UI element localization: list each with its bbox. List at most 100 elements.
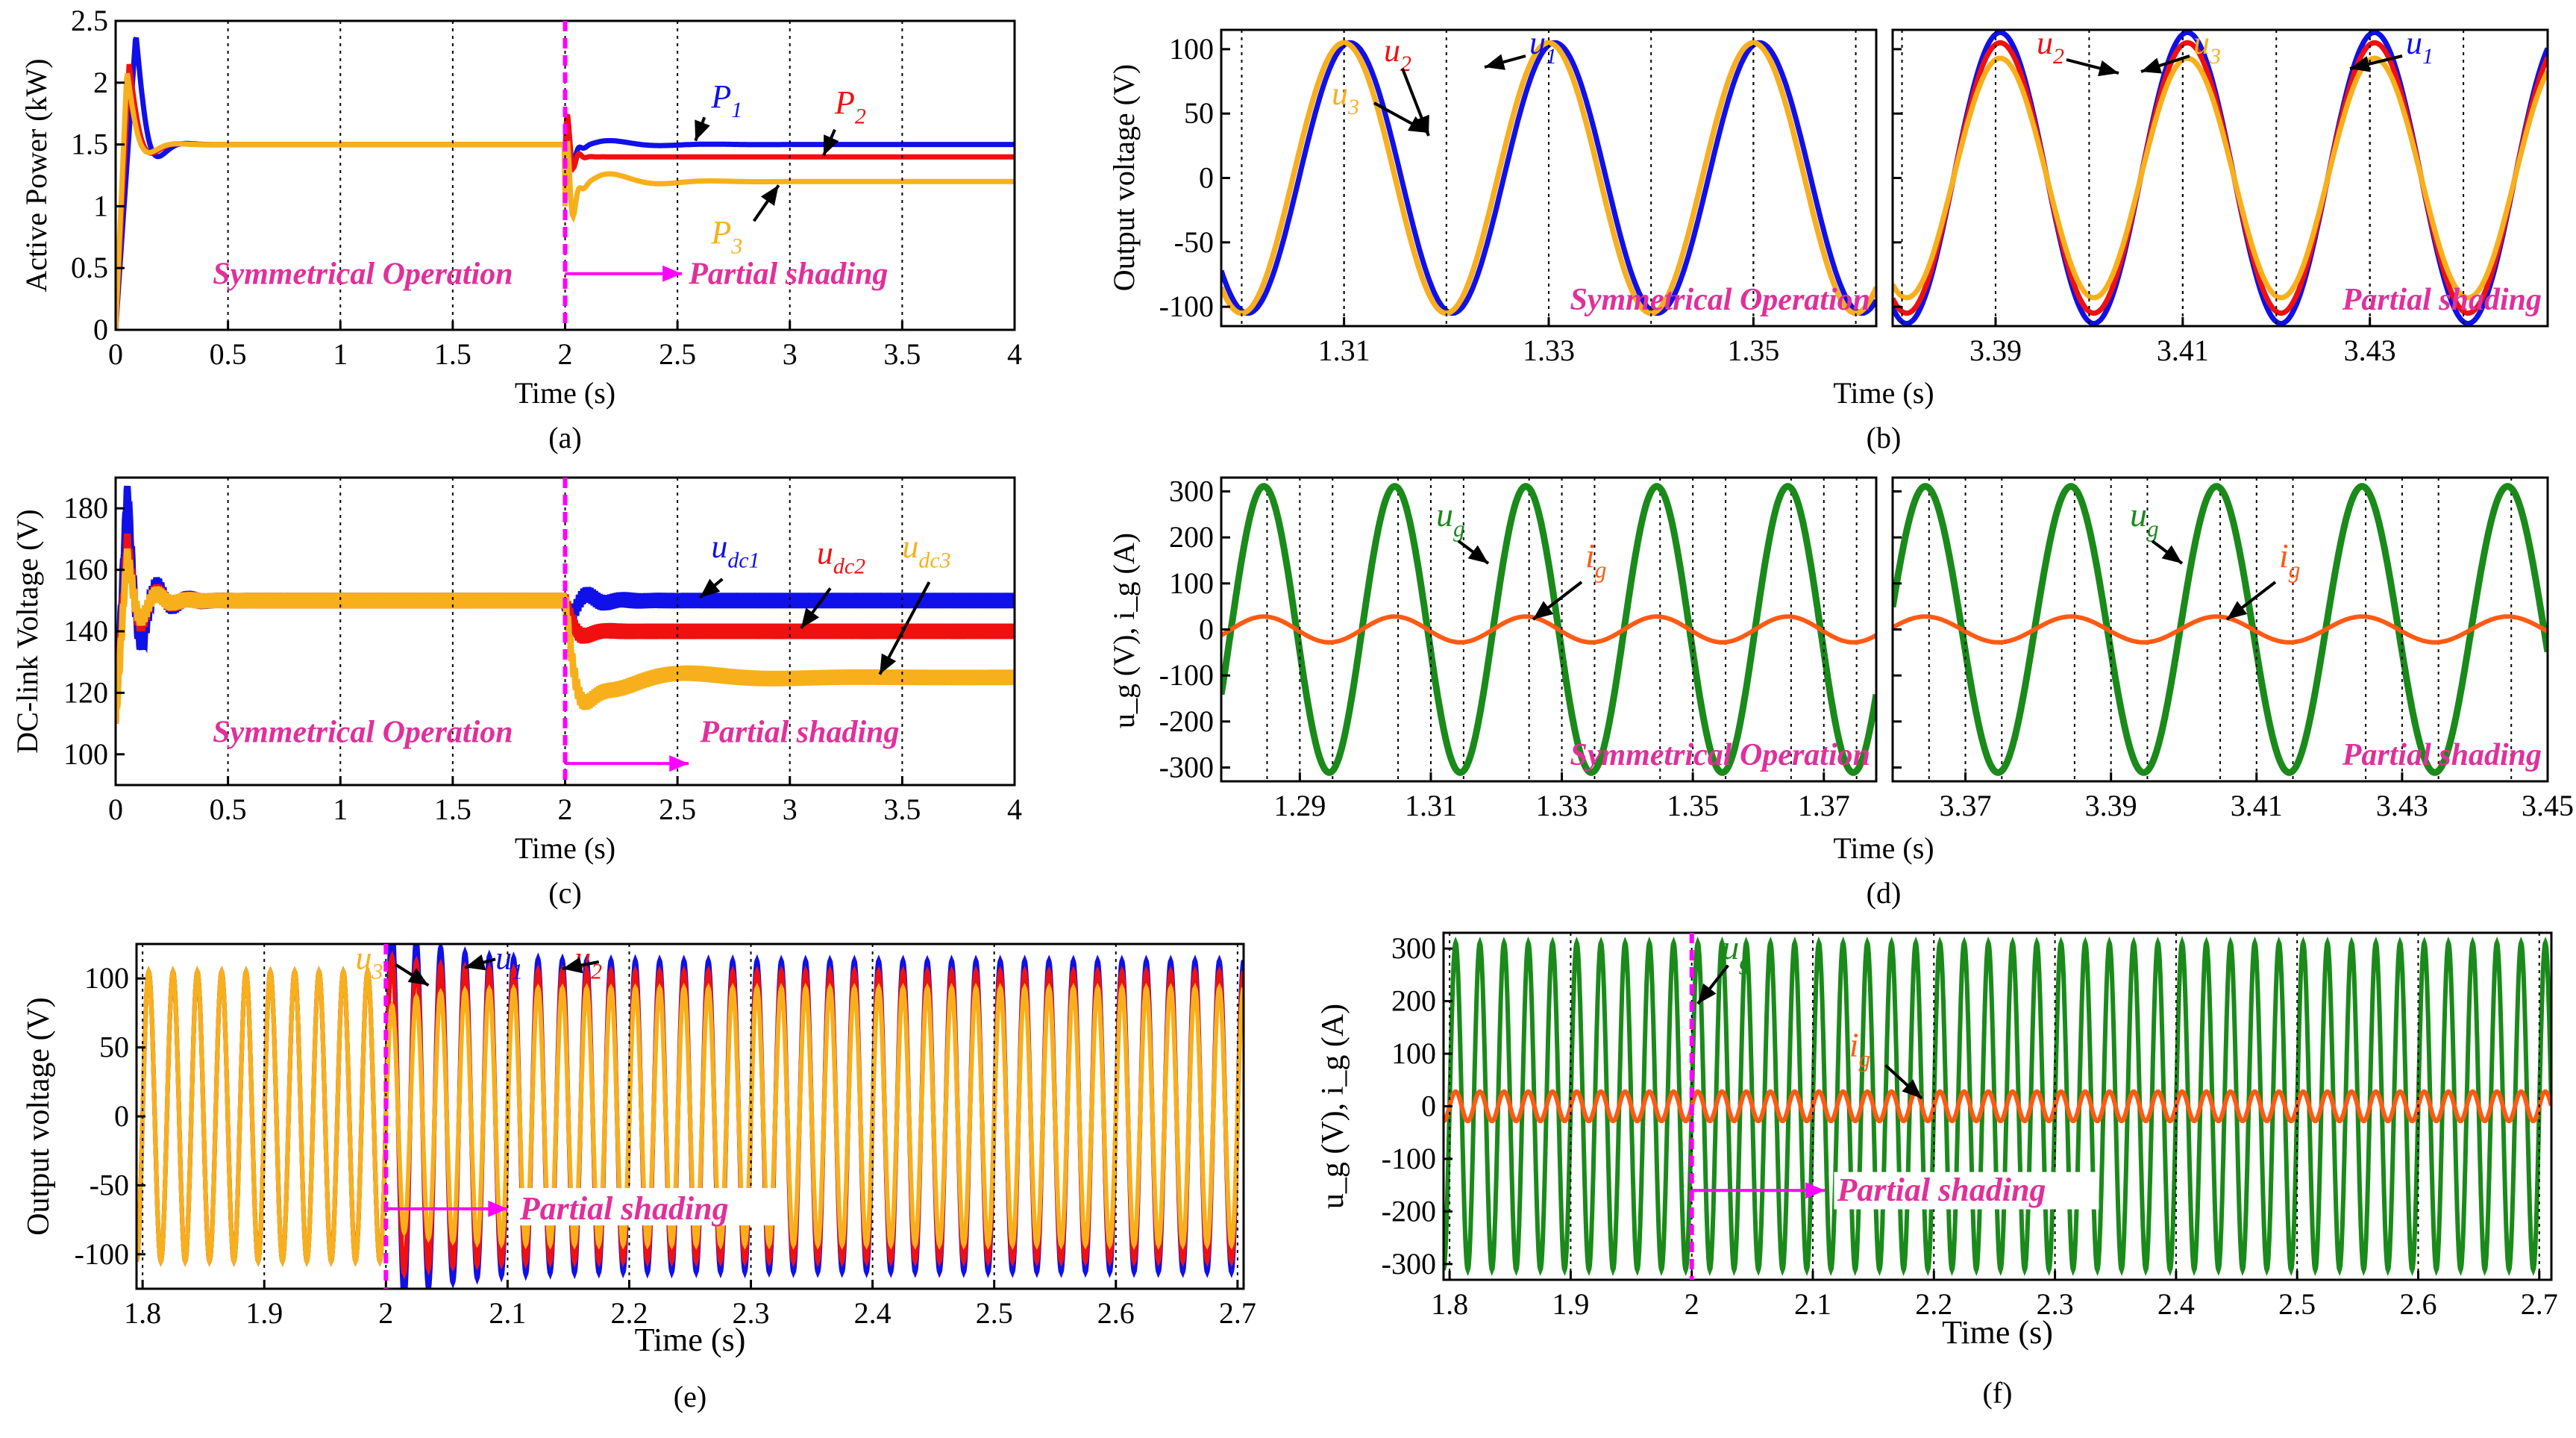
legend-udc1: udc1 — [711, 528, 759, 572]
x-tick-label: 1.31 — [1405, 789, 1457, 822]
legend-ug-0: ug — [1436, 496, 1465, 542]
x-tick-label: 0 — [108, 337, 123, 371]
x-tick-label: 1.35 — [1727, 334, 1779, 367]
annotation-partial: Partial shading — [699, 715, 899, 749]
traces — [1221, 483, 1876, 776]
series-line-u3 — [137, 966, 1244, 1267]
y-tick-label: 0 — [1199, 613, 1214, 646]
legend-ig: ig — [1849, 1026, 1870, 1072]
legend-u3: u3 — [356, 940, 383, 984]
series-line-ug — [1444, 936, 2551, 1277]
y-tick-label: 0 — [114, 1099, 129, 1133]
caption: (b) — [1867, 421, 1902, 454]
arrow-u3-head — [407, 968, 429, 986]
legend-u3-left: u3 — [1332, 75, 1359, 119]
x-tick-label: 2.4 — [854, 1296, 891, 1330]
legend-ug-1: ug — [2130, 496, 2159, 542]
x-tick-label: 2.4 — [2157, 1287, 2195, 1321]
y-tick-label: 100 — [63, 737, 108, 771]
arrow-udc2-head — [800, 607, 820, 628]
y-tick-label: -100 — [1159, 290, 1214, 323]
arrow-ug-0-head — [1467, 545, 1488, 563]
annotation-partial: Partial shading — [519, 1190, 729, 1227]
x-tick-label: 3.37 — [1940, 789, 1992, 822]
y-tick-label: 140 — [63, 614, 108, 648]
x-tick-label: 2.7 — [1219, 1296, 1256, 1330]
x-tick-label: 3.41 — [2231, 789, 2283, 822]
y-tick-label: 300 — [1391, 931, 1436, 965]
x-tick-label: 2.2 — [1915, 1287, 1952, 1321]
x-tick-label: 3.5 — [883, 337, 921, 371]
x-tick-label: 0.5 — [210, 337, 247, 371]
x-tick-label: 0 — [108, 793, 123, 826]
y-tick-label: 180 — [63, 491, 108, 525]
x-tick-label: 1.33 — [1536, 789, 1588, 822]
x-tick-label: 2.6 — [1097, 1296, 1135, 1330]
y-axis-label: Active Power (kW) — [19, 58, 53, 292]
legend-udc2: udc2 — [817, 534, 865, 578]
y-tick-label: 1.5 — [71, 128, 108, 161]
x-tick-label: 1.8 — [124, 1296, 161, 1330]
x-tick-label: 4 — [1007, 793, 1022, 826]
y-axis-label: Output voltage (V) — [22, 997, 56, 1236]
x-tick-label: 2.2 — [610, 1296, 648, 1330]
x-tick-label: 3.39 — [1969, 334, 2022, 367]
event-arrow-head — [662, 265, 683, 282]
arrow-ig-head — [1902, 1079, 1922, 1098]
caption: (e) — [674, 1380, 706, 1413]
traces — [1893, 30, 2548, 326]
y-tick-label: -100 — [1159, 658, 1214, 692]
arrow-P2-head — [823, 134, 839, 156]
y-tick-label: -200 — [1382, 1194, 1436, 1228]
y-tick-label: 50 — [99, 1031, 129, 1064]
y-tick-label: 160 — [63, 553, 108, 587]
y-tick-label: -300 — [1382, 1247, 1436, 1281]
x-axis-label: Time (s) — [635, 1322, 746, 1358]
legend-ug: ug — [1722, 928, 1751, 975]
caption: (f) — [1983, 1376, 2013, 1410]
legend-udc3: udc3 — [902, 528, 950, 572]
y-tick-label: 0 — [1199, 161, 1214, 195]
series-line-ug — [1221, 483, 1876, 776]
series-line-u3 — [1221, 40, 1876, 316]
axes-frame — [1220, 476, 1878, 783]
y-tick-label: -100 — [75, 1237, 129, 1271]
x-tick-label: 2.5 — [659, 793, 696, 826]
y-tick-label: 200 — [1169, 520, 1214, 554]
x-axis-label: Time (s) — [1833, 376, 1934, 410]
legend-P2: P2 — [834, 84, 866, 128]
series-line-ig — [1893, 614, 2548, 645]
legend-ig-0: ig — [1585, 537, 1606, 583]
arrow-u2-head — [562, 957, 583, 974]
x-tick-label: 3.5 — [883, 793, 921, 826]
y-tick-label: 1 — [93, 189, 108, 222]
x-tick-label: 3.41 — [2157, 334, 2209, 367]
arrow-udc1-head — [700, 578, 721, 598]
arrow-u1-left-head — [1485, 54, 1505, 70]
x-tick-label: 3.43 — [2376, 789, 2428, 822]
y-tick-label: 0.5 — [71, 251, 108, 284]
x-tick-label: 2.5 — [976, 1296, 1013, 1330]
x-tick-label: 1.9 — [245, 1296, 283, 1330]
series-line-ig — [1221, 614, 1876, 645]
y-axis-label: DC-link Voltage (V) — [10, 509, 44, 753]
x-tick-label: 1.31 — [1318, 334, 1370, 367]
arrow-u3-left-head — [1407, 116, 1429, 133]
x-tick-label: 1.8 — [1431, 1287, 1468, 1321]
legend-P3: P3 — [710, 214, 742, 258]
y-tick-label: 100 — [1169, 566, 1214, 600]
x-tick-label: 1 — [333, 793, 348, 826]
annotation: Symmetrical Operation — [1570, 738, 1871, 772]
y-tick-label: 50 — [1184, 96, 1214, 130]
x-axis-label: Time (s) — [515, 376, 615, 410]
traces — [1444, 936, 2551, 1277]
x-tick-label: 2.7 — [2521, 1287, 2558, 1321]
x-tick-label: 2.6 — [2399, 1287, 2436, 1321]
x-axis-label: Time (s) — [1942, 1314, 2053, 1351]
y-tick-label: -300 — [1159, 751, 1214, 784]
x-axis-label: Time (s) — [515, 831, 615, 865]
y-tick-label: 100 — [84, 961, 129, 995]
annotation: Partial shading — [2342, 283, 2542, 317]
chart-e: 1.8 1.9 2 2.1 2.2 2.3 2.4 2.5 2.6 2.7 100 50 0 -50 -10… — [22, 940, 1256, 1413]
arrow-ug-1-head — [2161, 545, 2182, 563]
